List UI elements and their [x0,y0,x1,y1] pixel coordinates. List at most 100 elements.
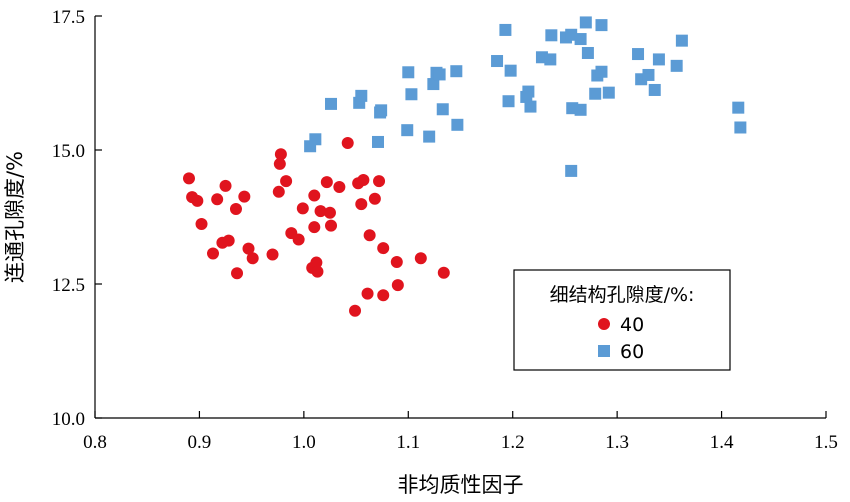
series-60-point [595,65,608,78]
series-40-point [273,157,286,170]
series-60-point [502,95,515,108]
legend-marker-series-40 [598,318,610,330]
series-60-point [648,83,661,96]
y-tick-label: 17.5 [52,7,85,28]
series-40-point [310,256,323,269]
series-40-point [231,267,244,280]
series-40-point [377,242,390,255]
series-60-point [574,33,587,46]
series-40-point [219,179,232,192]
series-40-point [341,137,354,150]
series-60-point [579,16,592,29]
series-60-point [491,55,504,68]
series-40-point [314,205,327,218]
series-40-point [195,217,208,230]
series-40-point [323,206,336,219]
series-60-point [524,100,537,113]
series-60-point [372,135,385,148]
series-40-point [292,233,305,246]
series-60-point [401,124,414,137]
series-40-point [357,174,370,187]
series-60-point [544,53,557,66]
x-tick-label: 1.4 [710,432,734,453]
series-60-point [732,101,745,114]
series-40-point [242,242,255,255]
series-40-point [373,175,386,188]
series-60-point [423,130,436,143]
series-40-point [191,194,204,207]
y-tick-label: 12.5 [52,275,85,296]
x-tick-label: 1.5 [814,432,838,453]
series-40-point [266,248,279,261]
series-60-point [451,118,464,131]
x-tick-label: 1.3 [605,432,629,453]
series-60-point [499,23,512,36]
series-40-point [355,198,368,211]
series-60-point [309,133,322,146]
series-60-point [632,48,645,61]
series-40-point [368,192,381,205]
x-tick-label: 0.9 [188,432,212,453]
series-60-point [504,64,517,77]
series-60-point [427,78,440,91]
legend-label-series-40: 40 [620,314,644,336]
y-tick-label: 15.0 [52,141,85,162]
series-40-point [391,279,404,292]
data-points [182,16,747,317]
series-60-point [595,19,608,32]
series-40-point [296,202,309,215]
series-60-point [325,97,338,110]
series-60-point [375,104,388,117]
series-40-point [363,229,376,242]
series-60-point [402,66,415,79]
series-40-point [308,221,321,234]
series-40-point [311,265,324,278]
x-axis-title: 非均质性因子 [398,473,524,497]
series-60-point [574,103,587,116]
series-60-point [450,65,463,78]
series-40-point [207,247,220,260]
series-60-point [355,89,368,102]
legend-label-series-60: 60 [620,341,644,363]
series-40-point [349,304,362,317]
x-tick-label: 1.2 [501,432,525,453]
legend: 细结构孔隙度/%: 40 60 [513,269,731,371]
legend-marker-series-60 [598,345,610,357]
x-tick-label: 0.8 [83,432,107,453]
legend-title: 细结构孔隙度/%: [550,284,695,306]
y-tick-label: 10.0 [52,409,85,430]
series-40-point [272,185,285,198]
series-40-point [182,172,195,185]
y-axis-ticks: 10.0 12.5 15.0 17.5 [52,7,102,430]
series-40-point [437,266,450,279]
series-60-point [436,103,449,116]
plot-frame [94,16,826,419]
x-tick-label: 1.0 [292,432,316,453]
series-40-point [361,287,374,300]
series-40-point [308,189,321,202]
x-tick-label: 1.1 [396,432,420,453]
series-60-point [642,68,655,81]
series-40-point [274,148,287,161]
series-40-point [325,219,338,232]
series-60-point [602,86,615,99]
series-40-point [333,180,346,193]
series-60-point [405,88,418,101]
legend-box [513,269,731,371]
series-60-point [675,34,688,47]
series-40-point [238,190,251,203]
series-60-point [433,68,446,81]
series-40-point [246,252,259,265]
series-40-point [390,256,403,269]
y-axis-title: 连通孔隙度/% [3,151,27,283]
series-40-point [280,175,293,188]
series-40-point [414,252,427,265]
series-40-point [222,234,235,247]
series-60-point [565,28,578,41]
series-60-point [545,29,558,42]
series-60-point [734,121,747,134]
series-40-point [320,176,333,189]
series-60-point [670,59,683,72]
series-60-point [652,53,665,66]
